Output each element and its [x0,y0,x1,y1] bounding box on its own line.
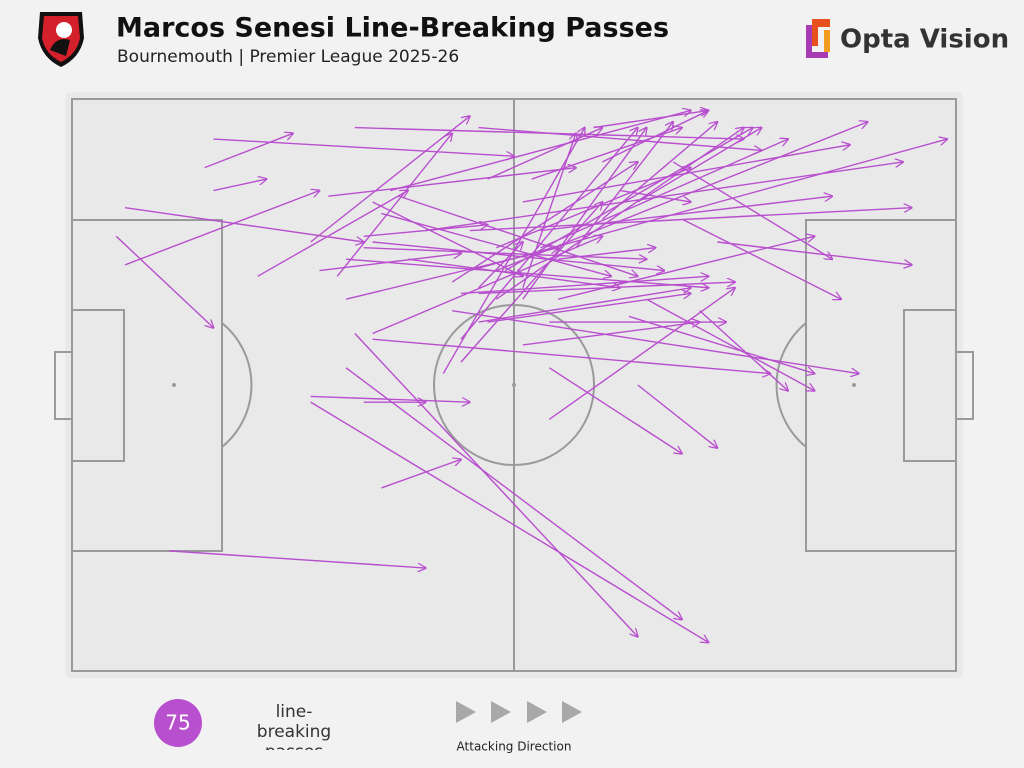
count-label: line-breaking passes [256,702,332,750]
brand: Opta Vision [840,25,1009,55]
pass-arrow [204,133,293,169]
pass-arrow [601,122,717,220]
pass-arrow [372,241,665,271]
pass-arrow [522,128,647,300]
pass-arrow [575,122,673,249]
pass-arrow [381,212,611,276]
pass-arrow [522,322,700,346]
pass-arrow [531,128,682,180]
pass-arrow [345,367,682,620]
pass-arrow [717,241,911,265]
pass-arrow [548,288,735,420]
pass-arrow [363,247,647,259]
pass-arrow [558,248,655,260]
pass-arrow [115,235,213,328]
passes [115,110,947,642]
pass-arrow [487,128,602,180]
count: 75 [165,711,190,735]
pass-arrow [310,401,709,642]
pass-arrow [460,202,602,363]
pass-arrow [372,338,771,373]
pass-arrow [478,282,735,295]
pass-arrow [169,550,425,568]
pass-arrow [548,367,682,454]
pass-arrow [425,162,903,232]
direction-arrows [456,701,582,723]
pass-arrow [540,196,833,232]
pass-arrow [354,333,638,637]
pass-arrow [637,128,762,203]
pass-arrow [681,218,841,299]
pass-arrow [496,168,690,249]
pass-arrow [363,225,488,237]
pass-arrow [328,168,576,197]
subtitle: Bournemouth | Premier League 2025-26 [117,47,459,67]
pass-arrow [478,126,762,151]
pass-arrow [637,384,718,448]
title: Marcos Senesi Line-Breaking Passes [116,13,669,44]
pass-arrow [460,128,638,340]
pass-arrow [390,110,691,192]
count-label-box: line-breaking passes [256,702,332,750]
pass-arrow [124,191,319,266]
pass-arrow [451,162,638,283]
pitch [54,92,974,678]
pass-arrow [487,293,690,323]
pass-arrow [407,258,620,288]
pass-arrow [452,309,859,374]
pass-arrow [372,201,523,276]
pass-arrow [504,128,753,272]
pass-arrow [213,179,266,192]
pass-arrow [478,288,691,323]
pass-arrow [522,133,576,288]
pass-arrow [496,122,867,272]
pass-arrow [540,139,789,249]
pass-arrow [336,133,452,277]
opta-logo [806,19,830,58]
pass-arrow [398,195,638,276]
pass-arrow [310,116,470,243]
pass-arrow [646,298,815,391]
pass-arrow [628,315,815,373]
pass-arrow [699,310,788,391]
count-badge [154,699,202,747]
pass-arrow [478,242,523,289]
pass-arrow [257,191,408,277]
pass-arrow [381,459,461,489]
club-badge [38,12,84,67]
pass-arrow [124,206,364,242]
pass-arrow [310,395,470,402]
pass-arrow [619,189,691,202]
pass-arrow [213,138,514,156]
direction-label: Attacking Direction [457,740,572,754]
